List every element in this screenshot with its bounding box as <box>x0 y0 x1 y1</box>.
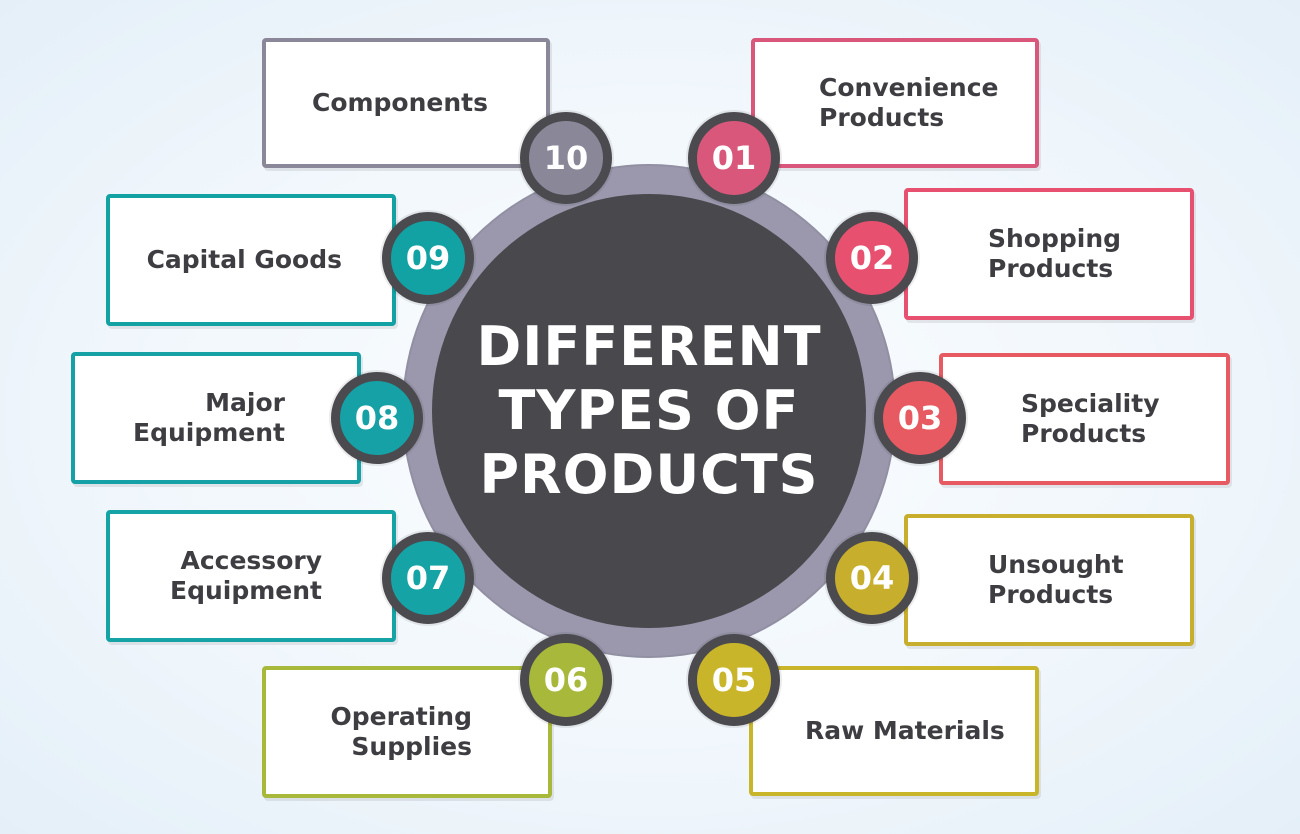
item-label: Capital Goods <box>146 245 342 274</box>
item-box-06: Operating Supplies <box>262 666 552 798</box>
number-badge-07: 07 <box>382 532 474 624</box>
item-box-09: Capital Goods <box>106 194 396 326</box>
item-label: Unsought Products <box>988 550 1124 609</box>
item-box-02: Shopping Products <box>904 188 1194 320</box>
item-label: Raw Materials <box>805 716 1005 745</box>
item-label: Components <box>311 88 488 117</box>
number-badge-10: 10 <box>520 112 612 204</box>
number-badge-09: 09 <box>382 212 474 304</box>
item-box-01: Convenience Products <box>751 38 1039 168</box>
item-box-08: Major Equipment <box>71 352 361 484</box>
item-label: Speciality Products <box>1021 389 1160 448</box>
item-label: Accessory Equipment <box>170 546 322 605</box>
item-box-03: Speciality Products <box>939 353 1230 485</box>
number-badge-01: 01 <box>688 112 780 204</box>
item-label: Convenience Products <box>819 73 999 132</box>
number-badge-02: 02 <box>826 212 918 304</box>
item-box-05: Raw Materials <box>749 666 1039 796</box>
item-box-07: Accessory Equipment <box>106 510 396 642</box>
item-label: Major Equipment <box>133 388 285 447</box>
item-label: Operating Supplies <box>330 702 472 761</box>
number-badge-06: 06 <box>520 634 612 726</box>
number-badge-04: 04 <box>826 532 918 624</box>
item-box-04: Unsought Products <box>904 514 1194 646</box>
number-badge-03: 03 <box>874 372 966 464</box>
number-badge-08: 08 <box>331 372 423 464</box>
center-title: DIFFERENT TYPES OF PRODUCTS <box>476 315 822 506</box>
number-badge-05: 05 <box>688 634 780 726</box>
item-label: Shopping Products <box>988 224 1122 283</box>
item-box-10: Components <box>262 38 550 168</box>
center-hub: DIFFERENT TYPES OF PRODUCTS <box>432 194 866 628</box>
